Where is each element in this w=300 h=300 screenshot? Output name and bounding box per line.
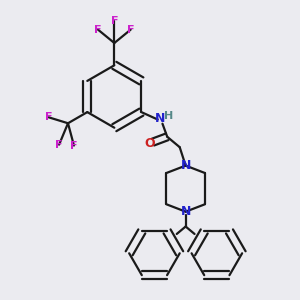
Text: F: F (127, 25, 134, 34)
Text: N: N (181, 205, 191, 218)
Text: F: F (94, 25, 102, 34)
Text: F: F (55, 140, 63, 150)
Text: N: N (181, 159, 191, 172)
Text: F: F (111, 16, 118, 26)
Text: F: F (70, 140, 78, 151)
Text: N: N (155, 112, 165, 125)
Text: F: F (45, 112, 52, 122)
Text: O: O (144, 136, 155, 149)
Text: H: H (164, 111, 173, 121)
